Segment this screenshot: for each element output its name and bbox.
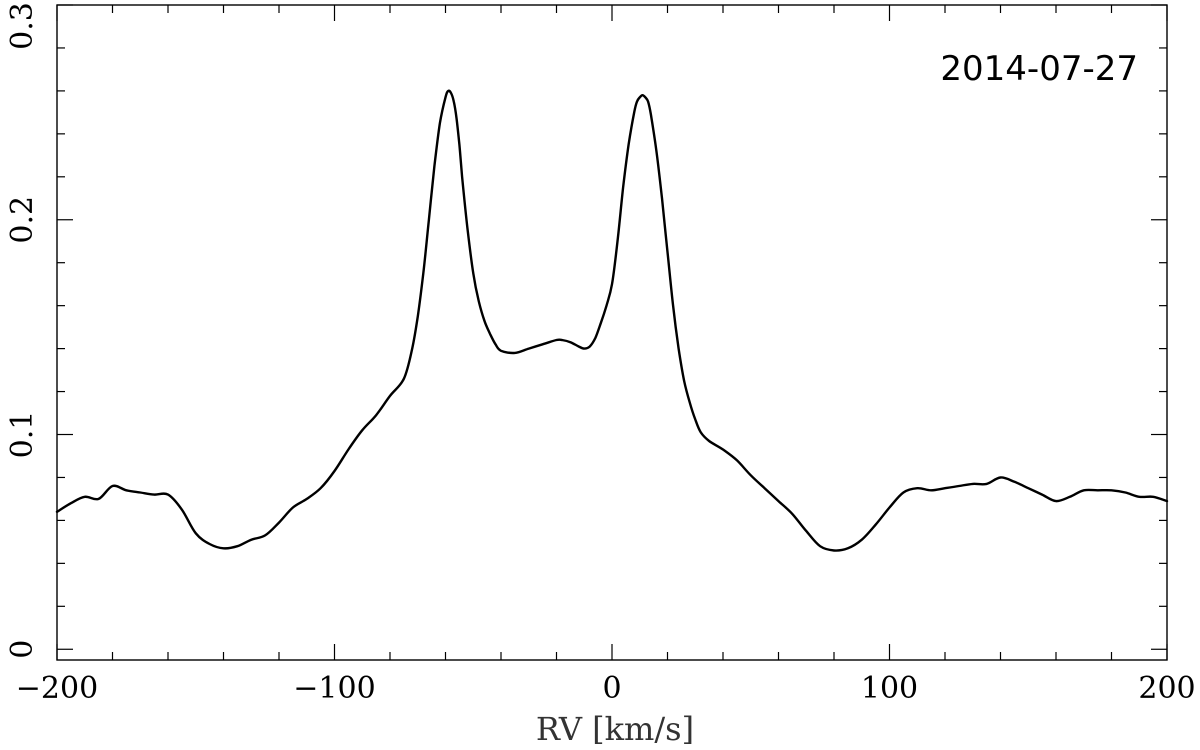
x-axis-title: RV [km/s] <box>536 710 694 748</box>
x-tick-label: 200 <box>1138 671 1195 706</box>
x-tick-label: −200 <box>16 671 98 706</box>
y-tick-label: 0.2 <box>5 196 40 244</box>
y-tick-label: 0 <box>5 640 40 659</box>
x-tick-label: −100 <box>293 671 375 706</box>
plot-frame <box>56 4 1168 661</box>
x-tick-label: 100 <box>861 671 918 706</box>
ticks-layer <box>56 4 1168 660</box>
tick-labels-layer: −200 −100 0 100 200 0 0.1 0.2 0.3 <box>5 2 1196 706</box>
y-tick-label: 0.3 <box>5 2 40 50</box>
date-annotation: 2014-07-27 <box>940 49 1138 89</box>
spectrum-line <box>55 89 1169 552</box>
y-tick-label: 0.1 <box>5 411 40 459</box>
x-tick-label: 0 <box>602 671 621 706</box>
